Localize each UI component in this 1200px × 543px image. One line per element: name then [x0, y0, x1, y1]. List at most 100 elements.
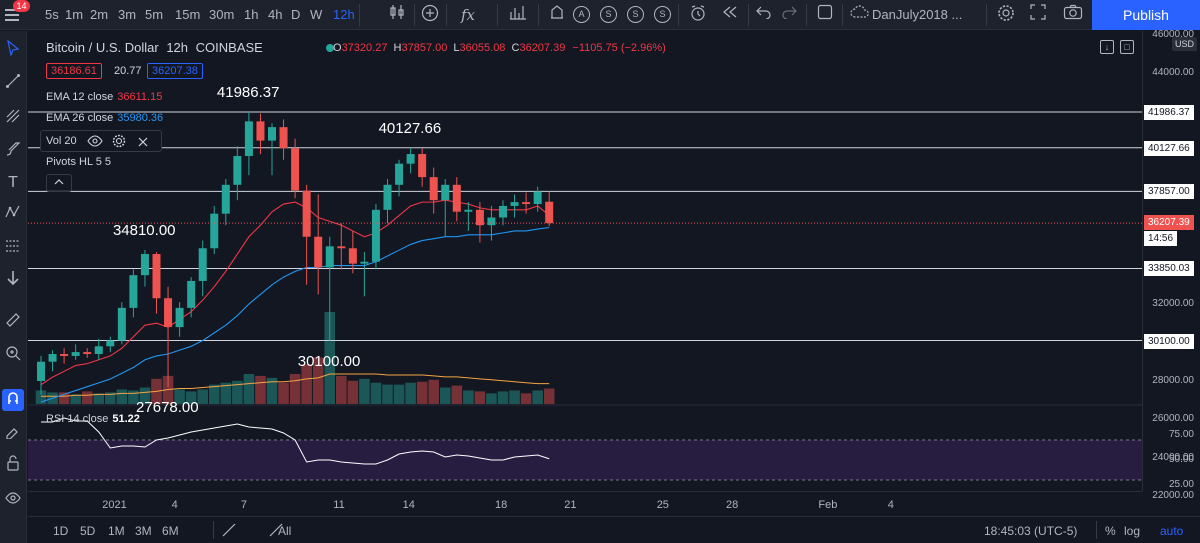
eye-icon[interactable] — [2, 488, 24, 510]
price-axis[interactable]: USD 46000.0044000.0042000.0040000.003800… — [1142, 29, 1200, 501]
volume-bar — [185, 391, 197, 404]
ask-price-chip[interactable]: 36207.38 — [147, 63, 203, 79]
time-axis[interactable]: 2021 4 7 11 14 18 21 25 28 Feb 4 — [28, 491, 1142, 515]
alert-icon[interactable] — [546, 4, 568, 26]
range-3M[interactable]: 3M — [135, 524, 152, 538]
undo-icon[interactable] — [753, 4, 775, 26]
zoom-in-icon[interactable] — [2, 345, 24, 367]
cursor-icon[interactable] — [2, 39, 24, 62]
gear-icon[interactable] — [112, 134, 126, 153]
redo-icon[interactable] — [778, 4, 800, 26]
timeframe-30m[interactable]: 30m — [209, 7, 235, 22]
eye-icon[interactable] — [87, 134, 103, 152]
pivot-level-label: 33850.03 — [1144, 261, 1194, 277]
pivots-legend[interactable]: Pivots HL 5 5 — [46, 156, 112, 168]
price-tick-label: 24000.00 — [1152, 451, 1194, 463]
replay-icon[interactable] — [718, 4, 742, 26]
volume-bar — [324, 312, 336, 404]
candle-body — [499, 205, 507, 218]
ema26-legend[interactable]: EMA 26 close 35980.36 — [46, 112, 164, 124]
bid-price-chip[interactable]: 36186.61 — [46, 63, 102, 79]
compare-range-icon[interactable] — [221, 522, 237, 543]
pivot-high-label: 41986.37 — [216, 84, 280, 101]
timeframe-3m[interactable]: 3m — [118, 7, 137, 22]
camera-icon[interactable] — [1061, 4, 1085, 26]
price-tick-label: 44000.00 — [1152, 67, 1194, 79]
alert-s-icon[interactable]: S — [654, 6, 671, 23]
stay-drawing-icon[interactable] — [2, 423, 24, 445]
text-tool-icon[interactable]: T — [8, 174, 18, 191]
range-1D[interactable]: 1D — [53, 524, 69, 538]
main-menu-button[interactable]: 14 — [0, 0, 30, 30]
chart-area[interactable] — [28, 31, 1142, 491]
price-tick-label: 32000.00 — [1152, 298, 1194, 310]
log-scale-toggle[interactable]: log — [1124, 524, 1141, 538]
alert-s-icon[interactable]: S — [600, 6, 617, 23]
candle-body — [325, 246, 334, 268]
timeframe-4h[interactable]: 4h — [268, 7, 283, 22]
timeframe-5s[interactable]: 5s — [45, 7, 59, 22]
compare-add-icon[interactable] — [418, 4, 442, 26]
range-all[interactable]: All — [278, 524, 292, 538]
timeframe-1m[interactable]: 1m — [65, 7, 84, 22]
candle-body — [302, 190, 311, 237]
scroll-down-icon[interactable]: ↓ — [1100, 40, 1114, 54]
maximize-pane-icon[interactable]: □ — [1120, 40, 1134, 54]
candle-body — [418, 154, 427, 178]
ohlc-values: O37320.27 H37857.00 L36055.08 C36207.39 … — [333, 42, 666, 54]
candle-body — [522, 202, 531, 205]
publish-button[interactable]: Publish — [1092, 0, 1200, 30]
prediction-icon[interactable] — [2, 238, 24, 260]
magnet-icon[interactable] — [2, 389, 24, 411]
rsi-legend[interactable]: RSI 14 close 51.22 — [46, 413, 140, 425]
rsi-tick-label: 75.00 — [1168, 429, 1194, 440]
timeframe-D[interactable]: D — [291, 7, 301, 22]
cloud-icon[interactable] — [848, 4, 872, 26]
layout-name[interactable]: DanJuly2018 ... — [872, 7, 963, 22]
auto-scale-toggle[interactable]: auto — [1160, 524, 1184, 538]
volume-bar — [105, 392, 116, 404]
brush-icon[interactable] — [2, 141, 24, 163]
range-5D[interactable]: 5D — [80, 524, 96, 538]
layout-square-icon[interactable] — [814, 4, 836, 26]
symbol-title[interactable]: Bitcoin / U.S. Dollar 12h COINBASE — [46, 40, 263, 55]
lock-icon[interactable] — [2, 455, 24, 477]
templates-icon[interactable] — [506, 4, 530, 26]
alert-a-icon[interactable]: A — [573, 6, 590, 23]
fullscreen-icon[interactable] — [1026, 4, 1050, 26]
volume-legend[interactable]: Vol 20 — [40, 130, 162, 152]
candle-body — [60, 354, 69, 356]
ema12-legend[interactable]: EMA 12 close 36611.15 — [46, 91, 163, 103]
percent-scale-toggle[interactable]: % — [1105, 524, 1116, 538]
candle-body — [475, 209, 484, 226]
indicators-icon[interactable]: fx — [460, 6, 475, 24]
price-tick-label: 26000.00 — [1152, 413, 1194, 425]
currency-label[interactable]: USD — [1171, 37, 1197, 51]
volume-bar — [255, 375, 266, 404]
ruler-icon[interactable] — [2, 312, 24, 334]
alarm-clock-icon[interactable] — [686, 4, 710, 26]
timeframe-15m[interactable]: 15m — [175, 7, 201, 22]
candle-body — [198, 248, 207, 281]
goto-date-icon[interactable] — [268, 522, 284, 543]
candle-body — [164, 298, 173, 328]
pitchfork-icon[interactable] — [2, 108, 24, 130]
alert-s-icon[interactable]: S — [627, 6, 644, 23]
gear-icon[interactable] — [994, 4, 1018, 26]
arrow-down-icon[interactable] — [2, 270, 24, 292]
range-1M[interactable]: 1M — [108, 524, 125, 538]
clock[interactable]: 18:45:03 (UTC-5) — [984, 524, 1078, 538]
close-icon[interactable] — [137, 135, 149, 153]
timeframe-1h[interactable]: 1h — [244, 7, 259, 22]
time-tick-label: 4 — [171, 499, 178, 511]
volume-bar — [289, 373, 301, 404]
timeframe-W[interactable]: W — [310, 7, 323, 22]
range-6M[interactable]: 6M — [162, 524, 179, 538]
timeframe-5m[interactable]: 5m — [145, 7, 164, 22]
candles-style-icon[interactable] — [386, 4, 408, 26]
timeframe-12h[interactable]: 12h — [333, 7, 355, 22]
pattern-icon[interactable] — [2, 204, 24, 226]
trend-line-icon[interactable] — [2, 73, 24, 95]
collapse-legend-button[interactable] — [46, 174, 72, 192]
timeframe-2m[interactable]: 2m — [90, 7, 109, 22]
